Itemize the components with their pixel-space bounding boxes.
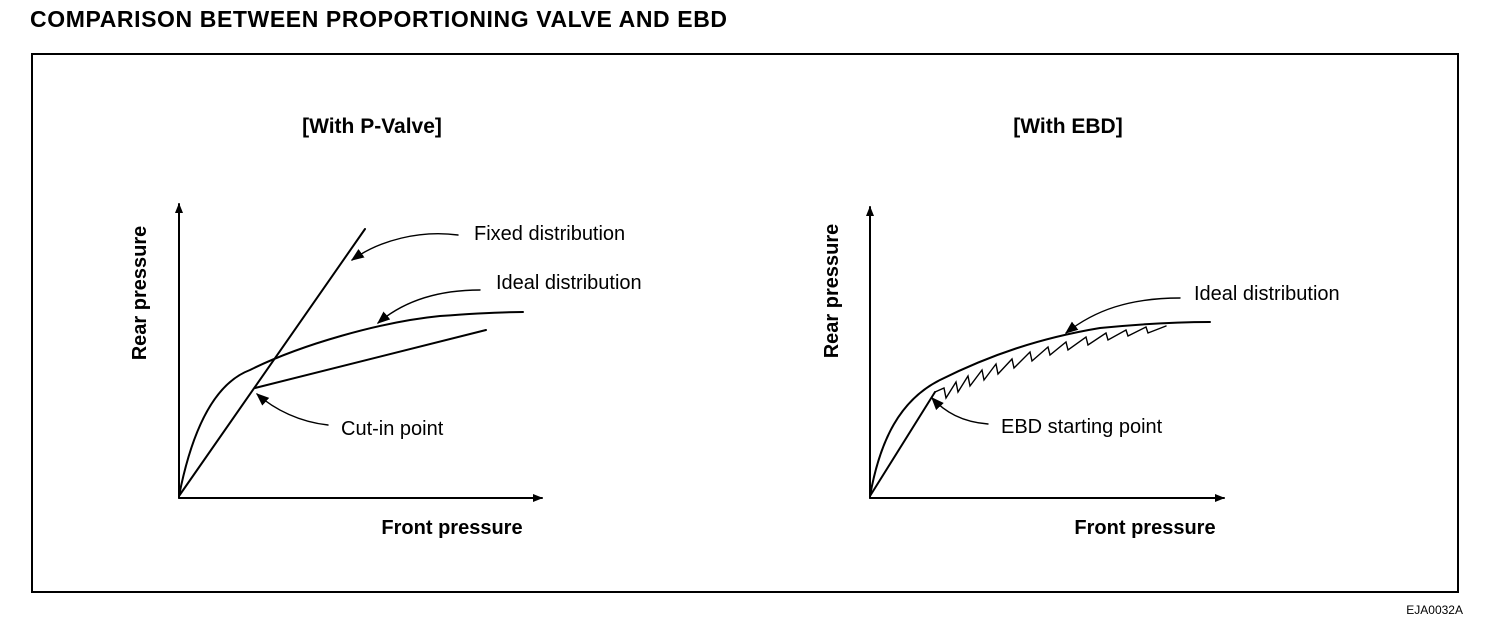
left-y-axis-label: Rear pressure xyxy=(129,226,151,361)
ebd-ideal-distribution-label: Ideal distribution xyxy=(1194,283,1340,305)
figure-reference-code: EJA0032A xyxy=(1406,603,1463,617)
left-x-axis-label: Front pressure xyxy=(381,517,522,539)
right-x-axis-label: Front pressure xyxy=(1074,517,1215,539)
right-y-axis-label: Rear pressure xyxy=(821,224,843,359)
ebd-ideal-distribution-arrow xyxy=(1064,297,1181,334)
page-title: COMPARISON BETWEEN PROPORTIONING VALVE A… xyxy=(30,6,728,32)
proportioned-line xyxy=(254,329,487,389)
left-panel-title: [With P-Valve] xyxy=(302,115,442,138)
cut-in-point-arrow xyxy=(256,393,329,426)
figure-frame xyxy=(31,53,1459,593)
cut-in-point-label: Cut-in point xyxy=(341,418,444,440)
fixed-distribution-label: Fixed distribution xyxy=(474,223,625,245)
fixed-distribution-line xyxy=(178,228,366,497)
right-panel: [With EBD] Rear pressure Front pressure … xyxy=(821,115,1340,539)
ebd-ideal-distribution-curve xyxy=(869,321,1211,497)
ebd-initial-line xyxy=(869,391,936,497)
ebd-starting-point-label: EBD starting point xyxy=(1001,416,1163,438)
ebd-stepped-line xyxy=(934,325,1167,400)
ideal-distribution-label: Ideal distribution xyxy=(496,272,642,294)
fixed-distribution-arrow xyxy=(350,233,459,261)
ebd-starting-point-arrow xyxy=(931,397,989,425)
ideal-distribution-curve xyxy=(178,311,524,497)
left-panel: [With P-Valve] Rear pressure Front press… xyxy=(129,115,642,539)
ideal-distribution-arrow xyxy=(377,289,481,324)
right-panel-title: [With EBD] xyxy=(1013,115,1122,138)
